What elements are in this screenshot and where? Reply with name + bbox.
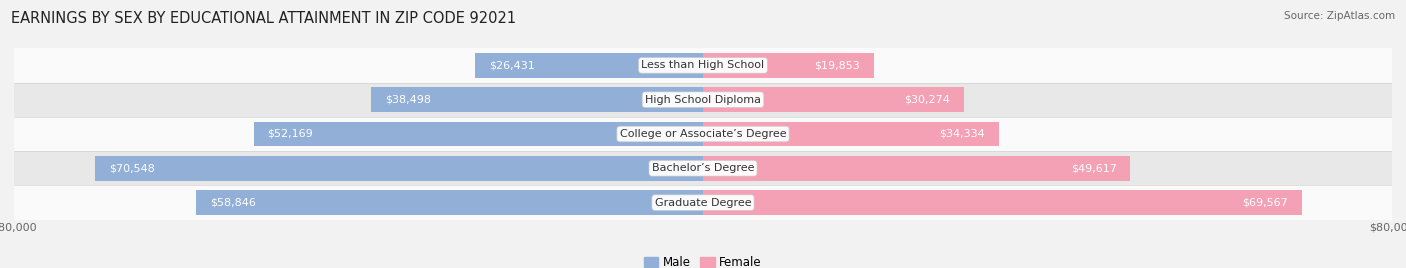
Text: $69,567: $69,567 <box>1243 198 1288 208</box>
Bar <box>703 53 875 78</box>
Bar <box>14 48 1392 83</box>
Bar <box>475 53 703 78</box>
Bar <box>371 87 703 112</box>
Text: $26,431: $26,431 <box>489 60 534 70</box>
Bar <box>703 87 963 112</box>
Text: Graduate Degree: Graduate Degree <box>655 198 751 208</box>
Text: $52,169: $52,169 <box>267 129 314 139</box>
Text: $58,846: $58,846 <box>209 198 256 208</box>
Bar <box>703 190 1302 215</box>
Text: $19,853: $19,853 <box>814 60 860 70</box>
Text: Source: ZipAtlas.com: Source: ZipAtlas.com <box>1284 11 1395 21</box>
Bar <box>14 117 1392 151</box>
Text: $70,548: $70,548 <box>110 163 155 173</box>
Bar <box>14 185 1392 220</box>
Text: Bachelor’s Degree: Bachelor’s Degree <box>652 163 754 173</box>
Bar <box>703 156 1130 181</box>
Text: $34,334: $34,334 <box>939 129 984 139</box>
Bar <box>96 156 703 181</box>
Text: $30,274: $30,274 <box>904 95 950 105</box>
Bar <box>14 151 1392 185</box>
Text: $49,617: $49,617 <box>1070 163 1116 173</box>
Legend: Male, Female: Male, Female <box>640 251 766 268</box>
Bar <box>703 122 998 146</box>
Text: EARNINGS BY SEX BY EDUCATIONAL ATTAINMENT IN ZIP CODE 92021: EARNINGS BY SEX BY EDUCATIONAL ATTAINMEN… <box>11 11 516 26</box>
Text: College or Associate’s Degree: College or Associate’s Degree <box>620 129 786 139</box>
Text: High School Diploma: High School Diploma <box>645 95 761 105</box>
Bar <box>197 190 703 215</box>
Text: Less than High School: Less than High School <box>641 60 765 70</box>
Bar <box>253 122 703 146</box>
Text: $38,498: $38,498 <box>385 95 432 105</box>
Bar <box>14 83 1392 117</box>
